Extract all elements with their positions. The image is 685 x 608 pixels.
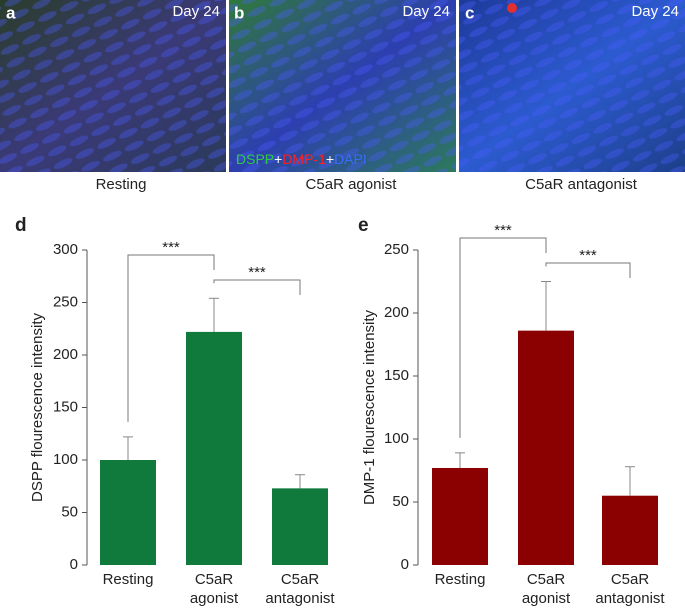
x-tick-label: C5aR antagonist <box>265 571 335 607</box>
stain-sep: + <box>326 151 334 167</box>
x-tick-label: Resting <box>434 571 486 588</box>
bar <box>186 331 242 565</box>
x-tick-label: C5aR agonist <box>189 571 239 607</box>
micrograph-texture <box>459 0 685 172</box>
significance-bracket <box>127 254 215 422</box>
x-tick-label: C5aR antagonist <box>595 571 665 607</box>
stain-name: DSPP <box>236 151 274 167</box>
bar <box>602 495 658 565</box>
y-axis-title: DSPP flourescence intensity <box>29 313 46 502</box>
x-tick-label: C5aR agonist <box>521 571 571 607</box>
day-label: Day 24 <box>402 3 450 20</box>
y-tick-label: 200 <box>384 304 409 321</box>
significance-bracket <box>459 237 547 438</box>
y-tick-label: 100 <box>384 430 409 447</box>
y-tick-label: 50 <box>392 493 409 510</box>
panel-label: b <box>234 3 244 22</box>
stain-name: DMP-1 <box>282 151 326 167</box>
bar <box>100 460 156 565</box>
significance-label: *** <box>494 222 512 239</box>
bar <box>518 330 574 565</box>
day-label: Day 24 <box>631 3 679 20</box>
y-tick-label: 50 <box>61 503 78 520</box>
x-tick-label: Resting <box>102 571 154 588</box>
image-caption: Resting <box>95 176 147 193</box>
bar <box>432 467 488 565</box>
micrograph-texture <box>0 0 226 172</box>
significance-bracket <box>545 262 631 278</box>
y-tick-label: 150 <box>384 367 409 384</box>
y-tick-label: 300 <box>53 241 78 258</box>
stain-sep: + <box>274 151 282 167</box>
micrograph-spot <box>507 3 517 13</box>
y-tick-label: 0 <box>401 556 409 573</box>
image-caption: C5aR agonist <box>305 176 397 193</box>
y-tick-label: 0 <box>70 556 78 573</box>
panel-label: a <box>6 3 16 22</box>
micrograph-texture <box>229 0 456 172</box>
significance-label: *** <box>579 247 597 264</box>
significance-bracket <box>213 279 301 295</box>
y-tick-label: 250 <box>53 293 78 310</box>
significance-label: *** <box>162 239 180 256</box>
day-label: Day 24 <box>172 3 220 20</box>
panel-label: d <box>15 215 27 236</box>
bar <box>272 488 328 565</box>
image-caption: C5aR antagonist <box>525 176 637 193</box>
panel-label: e <box>358 215 369 236</box>
panel-label: c <box>465 3 474 22</box>
stain-name: DAPI <box>334 151 367 167</box>
y-tick-label: 150 <box>53 398 78 415</box>
y-tick-label: 100 <box>53 451 78 468</box>
significance-label: *** <box>248 264 266 281</box>
y-tick-label: 200 <box>53 346 78 363</box>
y-tick-label: 250 <box>384 241 409 258</box>
y-axis-title: DMP-1 flourescence intensity <box>361 309 378 505</box>
stain-legend: DSPP+DMP-1+DAPI <box>236 151 367 167</box>
